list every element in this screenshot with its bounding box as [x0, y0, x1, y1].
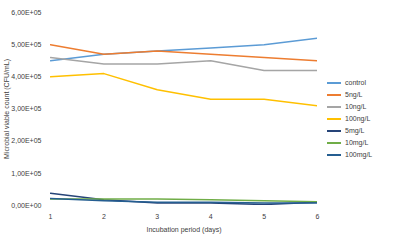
html-text:control: control: [345, 79, 366, 86]
svg-text:1,00E+05: 1,00E+05: [11, 170, 41, 177]
svg-text:1: 1: [49, 213, 53, 220]
svg-text:Microbial viable count (CFU/mL: Microbial viable count (CFU/mL): [3, 59, 11, 159]
svg-text:3: 3: [155, 213, 159, 220]
svg-text:6: 6: [316, 213, 320, 220]
html-text:100mg/L: 100mg/L: [345, 151, 373, 158]
svg-text:5: 5: [262, 213, 266, 220]
svg-text:2,00E+05: 2,00E+05: [11, 137, 41, 144]
svg-text:5,00E+05: 5,00E+05: [11, 41, 41, 48]
svg-text:6,00E+05: 6,00E+05: [11, 9, 41, 16]
svg-text:Incubation period (days): Incubation period (days): [146, 226, 221, 234]
svg-text:4: 4: [209, 213, 213, 220]
html-text:5mg/L: 5mg/L: [345, 127, 365, 134]
svg-text:3,00E+05: 3,00E+05: [11, 105, 41, 112]
html-text:100ng/L: 100ng/L: [345, 115, 371, 122]
html-text:5ng/L: 5ng/L: [345, 91, 363, 98]
html-text:10mg/L: 10mg/L: [345, 139, 369, 146]
svg-text:4,00E+05: 4,00E+05: [11, 73, 41, 80]
html-text:10ng/L: 10ng/L: [345, 103, 367, 110]
svg-text:2: 2: [102, 213, 106, 220]
svg-text:0,00E+00: 0,00E+00: [11, 202, 41, 209]
